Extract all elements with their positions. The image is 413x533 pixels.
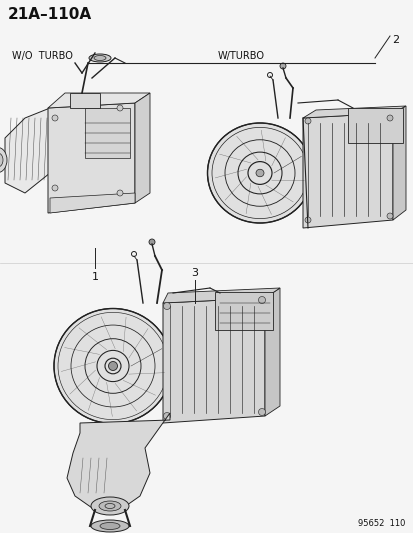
Ellipse shape <box>94 55 106 61</box>
Polygon shape <box>5 108 50 193</box>
Polygon shape <box>163 298 264 423</box>
Polygon shape <box>67 413 170 510</box>
Circle shape <box>304 217 310 223</box>
Text: W/TURBO: W/TURBO <box>218 51 264 61</box>
Text: W/O  TURBO: W/O TURBO <box>12 51 73 61</box>
Polygon shape <box>135 93 150 203</box>
Ellipse shape <box>91 497 129 515</box>
Circle shape <box>149 239 154 245</box>
Text: 1: 1 <box>91 272 98 282</box>
Text: 3: 3 <box>191 268 198 278</box>
Bar <box>85 108 130 158</box>
Text: 2: 2 <box>391 35 398 45</box>
Text: 95652  110: 95652 110 <box>357 519 404 528</box>
Ellipse shape <box>99 501 121 511</box>
Circle shape <box>52 115 58 121</box>
Circle shape <box>117 190 123 196</box>
Bar <box>347 108 402 143</box>
Polygon shape <box>48 93 150 108</box>
Circle shape <box>163 303 170 310</box>
Bar <box>70 93 100 108</box>
Ellipse shape <box>255 169 263 177</box>
Polygon shape <box>302 106 405 118</box>
Ellipse shape <box>108 361 117 370</box>
Bar <box>214 292 272 330</box>
Ellipse shape <box>100 522 120 529</box>
Ellipse shape <box>0 153 3 167</box>
Polygon shape <box>163 288 279 303</box>
Circle shape <box>52 185 58 191</box>
Circle shape <box>117 105 123 111</box>
Circle shape <box>258 296 265 303</box>
Text: 21A–110A: 21A–110A <box>8 7 92 22</box>
Ellipse shape <box>0 148 7 173</box>
Polygon shape <box>264 288 279 416</box>
Polygon shape <box>392 106 405 220</box>
Circle shape <box>163 413 170 419</box>
Ellipse shape <box>91 520 129 532</box>
Ellipse shape <box>207 123 312 223</box>
Polygon shape <box>302 113 392 228</box>
Ellipse shape <box>54 309 171 424</box>
Circle shape <box>386 115 392 121</box>
Circle shape <box>304 118 310 124</box>
Ellipse shape <box>89 54 111 62</box>
Circle shape <box>279 63 285 69</box>
Circle shape <box>258 408 265 416</box>
Polygon shape <box>50 193 135 213</box>
Polygon shape <box>48 103 135 213</box>
Circle shape <box>386 213 392 219</box>
